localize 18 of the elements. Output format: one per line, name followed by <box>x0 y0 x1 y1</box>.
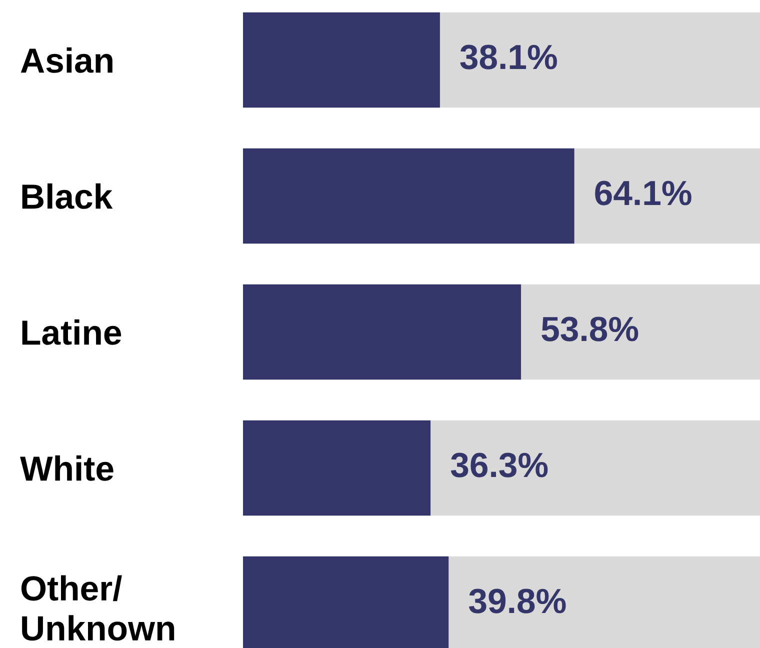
bar <box>243 12 440 108</box>
data-label: 64.1% <box>595 180 692 206</box>
data-label: 36.3% <box>450 452 548 478</box>
bar <box>243 420 431 516</box>
bar <box>574 148 760 244</box>
y-tick-label: Asian <box>20 47 112 73</box>
bar <box>243 284 522 380</box>
data-label: 38.1% <box>460 44 557 70</box>
bar <box>430 420 760 516</box>
data-label: 53.8% <box>542 316 638 342</box>
y-tick-label: Other/ Unknown <box>21 575 174 641</box>
y-tick-label: Black <box>22 183 113 209</box>
bar <box>243 148 574 244</box>
y-tick-label: White <box>20 455 114 481</box>
y-tick-label: Latine <box>22 319 122 345</box>
bar <box>440 12 760 108</box>
data-label: 39.8% <box>469 588 566 614</box>
bar <box>521 284 760 380</box>
